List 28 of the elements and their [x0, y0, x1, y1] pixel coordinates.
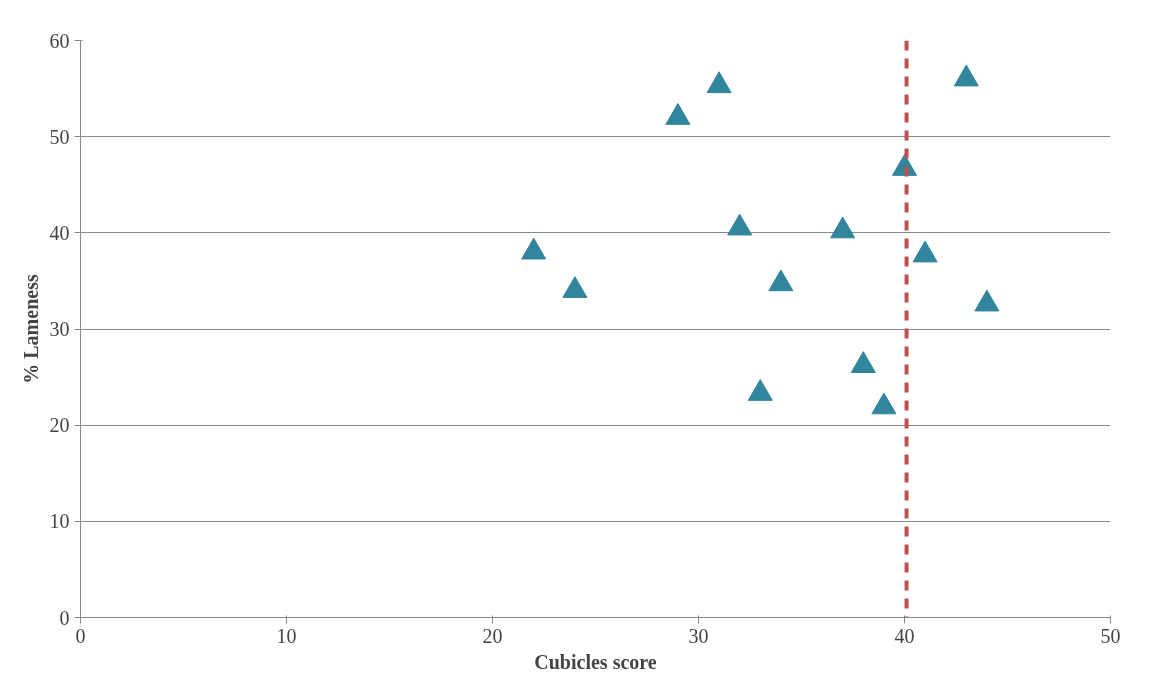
point	[521, 237, 547, 260]
y-tick-label: 60	[49, 29, 70, 52]
y-tick-label: 30	[49, 318, 70, 340]
y-tick-label: 10	[49, 510, 70, 533]
x-tick-label: 30	[688, 624, 709, 647]
point	[953, 64, 979, 87]
x-tick-label: 10	[276, 624, 297, 647]
x-tick-label: 50	[1100, 624, 1121, 647]
x-axis-title: Cubicles score	[534, 650, 657, 673]
x-tick-label: 20	[482, 624, 503, 647]
point	[850, 351, 876, 373]
point	[830, 216, 856, 239]
y-tick-label: 40	[49, 221, 70, 244]
y-axis-title: % Lameness	[19, 274, 42, 384]
x-tick-label: 0	[75, 624, 86, 647]
point	[706, 71, 732, 94]
point	[747, 379, 773, 401]
point	[912, 240, 938, 263]
y-tick-label: 50	[49, 125, 70, 148]
point	[665, 103, 691, 125]
y-tick-label: 20	[49, 414, 70, 437]
x-tick-label: 40	[894, 624, 915, 647]
point	[562, 276, 588, 298]
point	[974, 289, 1000, 312]
point	[871, 392, 897, 415]
y-tick-label: 0	[59, 606, 70, 629]
point	[768, 269, 794, 292]
point	[727, 213, 753, 236]
